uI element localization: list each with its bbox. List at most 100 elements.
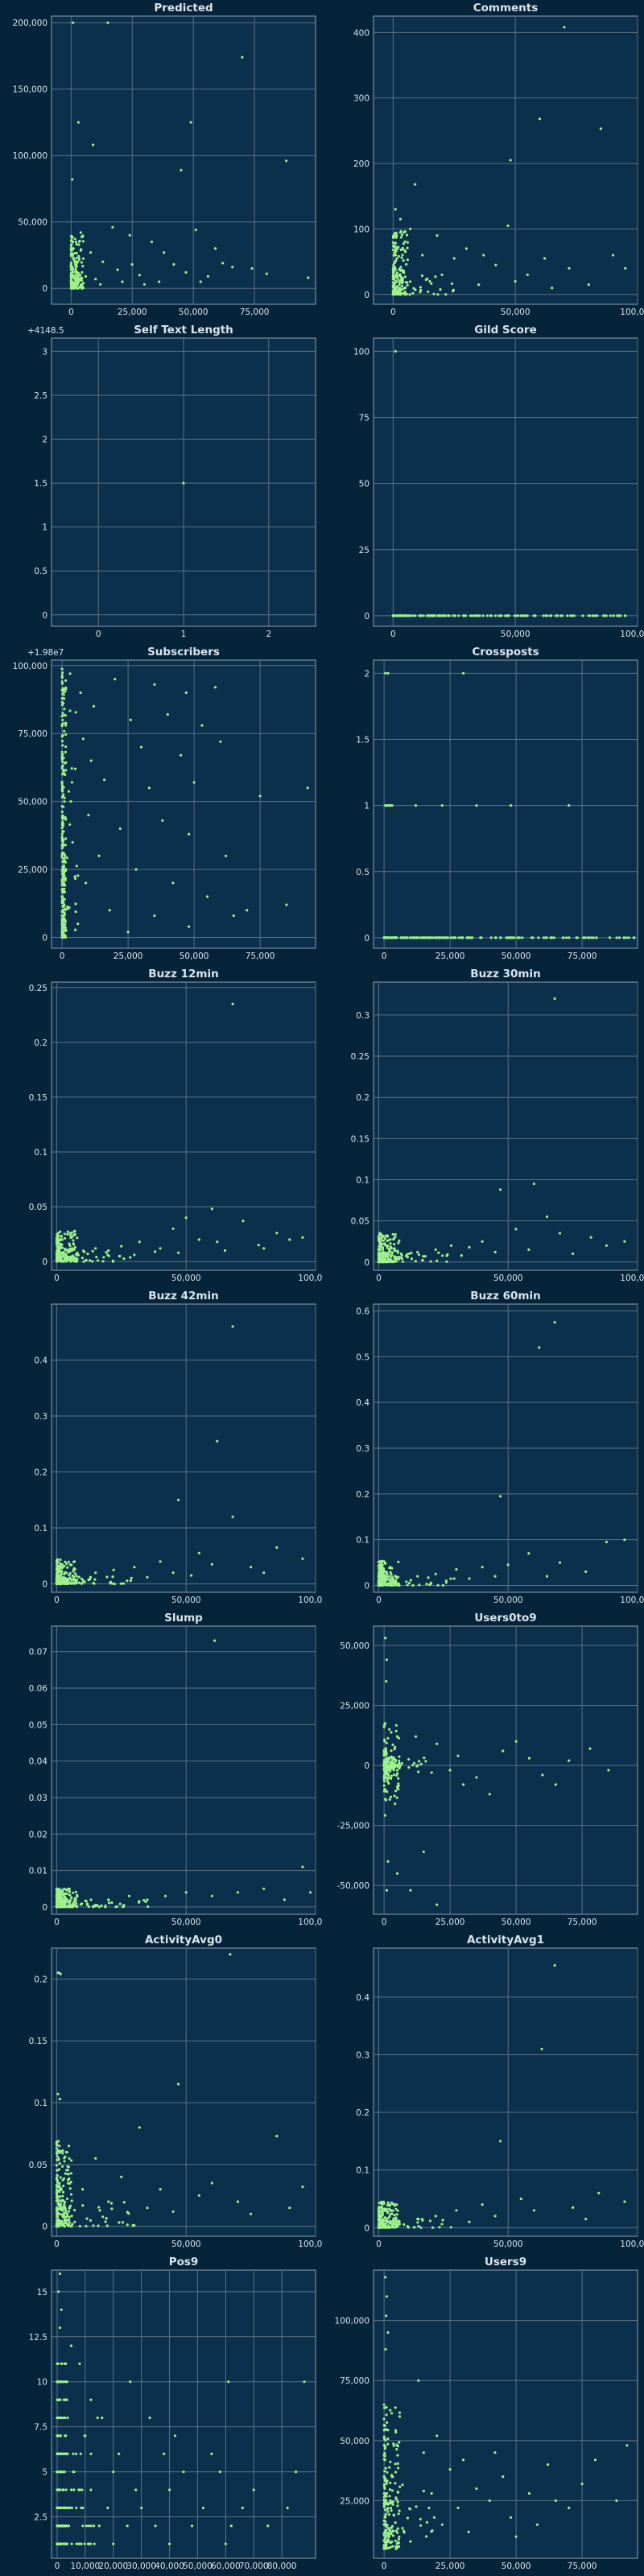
data-point <box>391 1743 394 1747</box>
data-point <box>122 1257 126 1261</box>
data-point <box>382 2485 386 2488</box>
data-point <box>392 282 395 285</box>
data-point <box>409 280 412 283</box>
data-point <box>105 1575 109 1579</box>
data-point <box>62 2488 65 2491</box>
x-tick-label: 50,000 <box>501 308 530 317</box>
y-tick-label: 200 <box>353 159 369 169</box>
data-point <box>387 2216 390 2219</box>
y-tick-label: 1 <box>364 802 369 811</box>
data-point <box>61 905 65 908</box>
data-point <box>159 1247 162 1250</box>
scatter-series <box>69 21 310 290</box>
data-point <box>395 275 398 279</box>
data-point <box>65 1562 68 1566</box>
data-point <box>389 1795 393 1798</box>
data-point <box>108 909 111 912</box>
data-point <box>436 2434 439 2438</box>
data-point <box>199 280 202 283</box>
data-point <box>378 1241 382 1245</box>
data-point <box>398 1761 401 1765</box>
data-point <box>625 2444 629 2447</box>
data-point <box>396 2462 399 2465</box>
data-point <box>101 1260 105 1263</box>
data-point <box>61 765 64 768</box>
data-point <box>81 240 85 243</box>
data-point <box>409 2540 412 2543</box>
data-point <box>216 1439 219 1443</box>
data-point <box>96 1904 99 1907</box>
data-point <box>306 786 309 790</box>
data-point <box>80 235 83 238</box>
plot-area <box>373 337 638 627</box>
data-point <box>587 283 590 287</box>
data-point <box>61 908 65 911</box>
data-point <box>71 840 74 844</box>
data-point <box>385 1658 388 1662</box>
data-point <box>389 2212 392 2216</box>
data-point <box>62 2471 65 2474</box>
data-point <box>488 1793 491 1796</box>
data-point <box>421 1258 424 1262</box>
data-point <box>68 1887 71 1891</box>
data-point <box>481 1566 484 1569</box>
data-point <box>401 1260 405 1263</box>
data-point <box>177 1251 180 1254</box>
data-point <box>72 1242 75 1245</box>
data-point <box>107 1249 110 1253</box>
data-point <box>67 790 70 793</box>
y-tick-label: 0.1 <box>356 1536 369 1546</box>
data-point <box>218 2471 221 2474</box>
data-point <box>63 874 66 877</box>
data-point <box>389 2529 392 2533</box>
data-point <box>56 2219 60 2222</box>
data-point <box>382 2403 386 2406</box>
data-point <box>481 1240 484 1243</box>
data-point <box>301 1865 304 1868</box>
chart-title: Slump <box>164 1612 203 1624</box>
data-point <box>427 2506 431 2510</box>
data-point <box>56 2178 59 2182</box>
data-point <box>382 2226 385 2229</box>
data-point <box>58 2190 61 2194</box>
data-point <box>120 1245 123 1248</box>
data-point <box>64 868 68 871</box>
data-point <box>173 2434 177 2438</box>
data-point <box>60 675 64 679</box>
data-point <box>418 1583 421 1587</box>
data-point <box>113 1583 116 1586</box>
data-point <box>70 283 73 286</box>
data-point <box>154 2524 157 2528</box>
data-point <box>60 1235 64 1238</box>
data-point <box>97 2224 100 2227</box>
y-tick-label: 100,000 <box>335 2317 369 2326</box>
data-point <box>69 1234 72 1237</box>
data-point <box>64 2221 68 2224</box>
data-point <box>389 2481 392 2484</box>
data-point <box>572 1252 575 1256</box>
data-point <box>62 2184 65 2187</box>
x-tick-label: 100,000 <box>620 630 644 639</box>
data-point <box>394 1575 398 1579</box>
chart-title: ActivityAvg1 <box>467 1934 544 1946</box>
data-point <box>73 1245 76 1249</box>
data-point <box>262 1887 266 1890</box>
y-tick-label: 50 <box>359 480 369 489</box>
data-point <box>385 1575 388 1579</box>
data-point <box>391 2502 394 2505</box>
data-point <box>449 1244 453 1247</box>
chart-svg: 050,000100,00000.050.10.150.20.250.3Buzz… <box>351 968 644 1283</box>
data-point <box>384 671 387 675</box>
data-point <box>250 266 254 270</box>
data-point <box>584 936 587 939</box>
data-point <box>130 1576 133 1579</box>
data-point <box>493 1250 497 1254</box>
data-point <box>417 936 420 939</box>
data-point <box>146 1898 149 1901</box>
data-point <box>388 2207 391 2211</box>
data-point <box>444 936 448 939</box>
y-tick-label: 200,000 <box>13 19 47 28</box>
data-point <box>61 2190 65 2194</box>
data-point <box>68 672 72 675</box>
